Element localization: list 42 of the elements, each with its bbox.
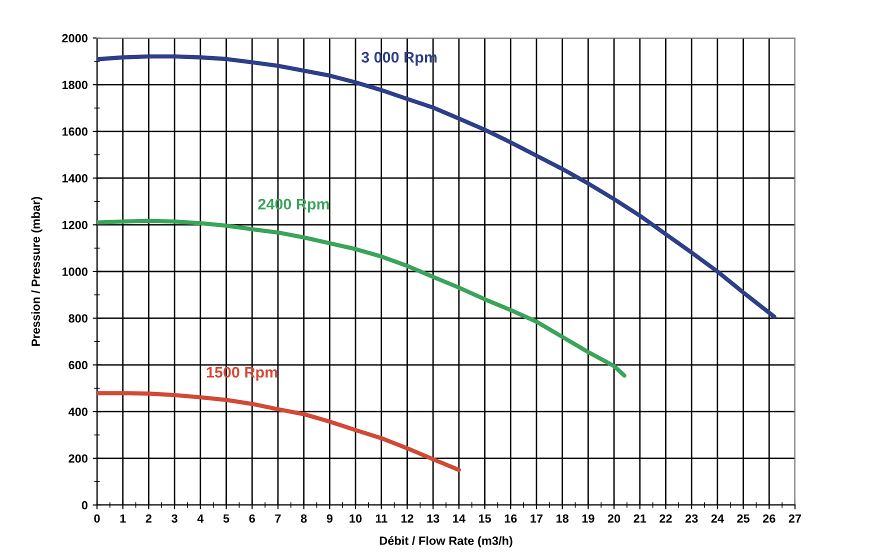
x-tick-label: 13 bbox=[427, 514, 440, 523]
x-tick-label: 23 bbox=[685, 514, 698, 523]
y-tick-label: 200 bbox=[68, 454, 88, 463]
x-tick-label: 10 bbox=[350, 514, 362, 523]
x-tick-label: 19 bbox=[582, 514, 594, 523]
y-tick-label: 2000 bbox=[62, 34, 88, 42]
x-tick-label: 14 bbox=[453, 514, 466, 523]
x-tick-label: 1 bbox=[120, 514, 126, 523]
x-tick-label: 24 bbox=[711, 514, 724, 523]
x-tick-label: 26 bbox=[762, 514, 776, 523]
y-tick-label: 1000 bbox=[62, 268, 88, 276]
x-axis-title: Débit / Flow Rate (m3/h) bbox=[380, 536, 512, 548]
x-tick-label: 18 bbox=[556, 514, 569, 523]
y-tick-label: 1800 bbox=[62, 80, 88, 90]
y-tick-label: 400 bbox=[68, 408, 88, 416]
line-series bbox=[97, 391, 462, 472]
x-tick-label: 5 bbox=[223, 514, 230, 523]
x-tick-label: 17 bbox=[530, 514, 543, 523]
y-tick-label: 800 bbox=[68, 314, 88, 323]
y-axis-title: Pression / Pressure (mbar) bbox=[31, 196, 42, 346]
x-tick-label: 25 bbox=[737, 514, 750, 523]
x-tick-label: 20 bbox=[608, 514, 620, 523]
x-tick-label: 7 bbox=[275, 514, 281, 523]
x-tick-label: 3 bbox=[172, 514, 178, 523]
x-tick-label: 8 bbox=[300, 514, 307, 523]
x-tick-label: 4 bbox=[197, 514, 204, 523]
y-tick-label: 1200 bbox=[62, 220, 88, 230]
x-tick-label: 11 bbox=[376, 514, 388, 523]
x-tick-label: 16 bbox=[504, 514, 517, 523]
x-tick-label: 6 bbox=[249, 514, 255, 523]
x-tick-label: 2 bbox=[146, 514, 152, 523]
x-tick-label: 12 bbox=[401, 514, 414, 523]
x-tick-label: 0 bbox=[94, 514, 100, 523]
y-tick-label: 600 bbox=[68, 360, 88, 370]
x-tick-label: 15 bbox=[478, 514, 492, 523]
y-tick-label: 1600 bbox=[62, 127, 88, 136]
x-tick-label: 22 bbox=[660, 514, 672, 523]
x-tick-label: 9 bbox=[326, 514, 333, 523]
y-tick-label: 0 bbox=[82, 501, 88, 510]
x-tick-label: 27 bbox=[788, 514, 802, 523]
x-tick-label: 21 bbox=[634, 514, 646, 523]
y-tick-label: 1400 bbox=[62, 174, 88, 182]
